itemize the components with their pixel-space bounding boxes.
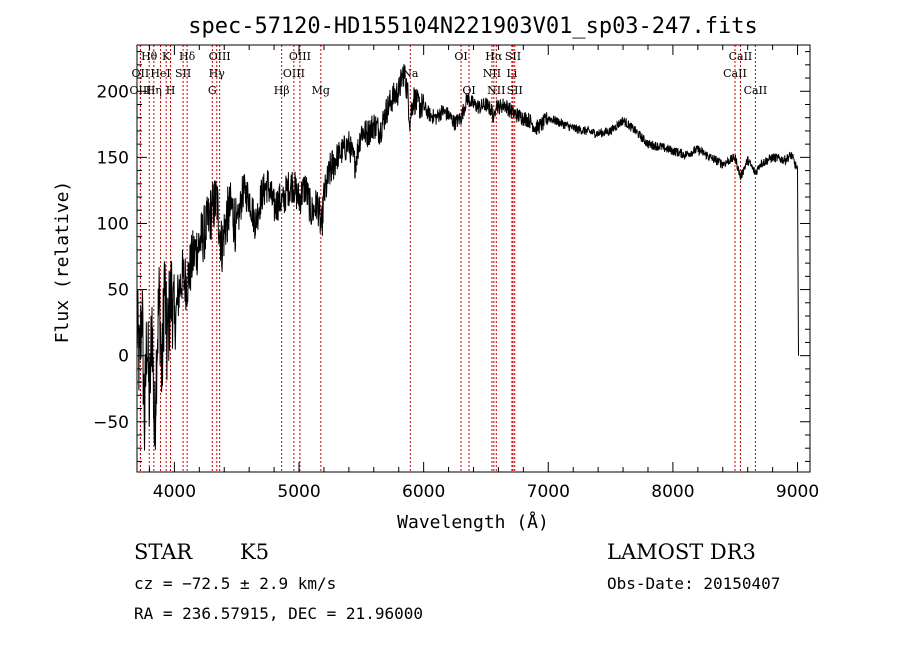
line-label-2: OIII [129,84,151,97]
line-label-3: K [162,50,171,63]
line-label-24: SII [507,84,523,97]
x-tick-label: 9000 [776,482,819,502]
line-label-0: Hθ [141,50,158,63]
line-label-17: OI [454,50,467,63]
line-label-1: OII [132,67,150,80]
coordinates: RA = 236.57915, DEC = 21.96000 [134,604,423,623]
redshift-velocity: cz = −72.5 ± 2.9 km/s [134,574,337,593]
y-tick-label: −50 [93,413,129,433]
line-label-18: OI [462,84,475,97]
line-label-22: Li [506,67,517,80]
y-tick-label: 150 [97,148,129,168]
spectrum-line [137,64,799,451]
line-label-25: CaII [729,50,753,63]
line-label-8: SII [175,67,191,80]
y-tick-label: 50 [107,281,129,301]
line-label-7: Hδ [179,50,196,63]
line-label-19: Hα [485,50,503,63]
line-label-16: Na [402,67,419,80]
plot-frame [136,44,811,473]
line-label-15: Mg [312,84,330,97]
x-tick-label: 6000 [402,482,445,502]
survey-name: LAMOST DR3 [607,540,756,564]
line-label-26: CaII [723,67,747,80]
line-label-27: CaII [744,84,768,97]
line-label-20: SII [505,50,521,63]
line-label-10: Hγ [209,67,226,80]
x-tick-label: 7000 [527,482,570,502]
y-axis-label: Flux (relative) [52,181,73,344]
line-label-9: OIII [209,50,231,63]
y-tick-label: 100 [97,214,129,234]
spectrum-series [137,64,799,451]
y-tick-label: 0 [118,347,129,367]
observation-date: Obs-Date: 20150407 [607,574,781,593]
line-label-12: OIII [289,50,311,63]
line-label-4: HeI [150,67,170,80]
line-label-21: NII [483,67,501,80]
x-tick-label: 4000 [153,482,196,502]
x-tick-label: 5000 [277,482,320,502]
y-tick-label: 200 [97,82,129,102]
x-axis-label: Wavelength (Å) [397,511,549,533]
spectral-line-labels: Hθ OII OIII K HeI Hη H Hδ SII OIII Hγ G OIII OIII Hβ Mg… [129,50,767,97]
spectral-subclass: K5 [240,540,270,564]
object-type: STAR [134,540,193,564]
spectral-line-markers [139,45,756,472]
line-label-23: NII [487,84,505,97]
line-label-5: Hη [146,84,162,97]
line-label-6: H [166,84,176,97]
chart-title: spec-57120-HD155104N221903V01_sp03-247.f… [188,14,758,39]
line-label-13: OIII [283,67,305,80]
line-label-14: Hβ [274,84,290,97]
line-label-11: G [208,84,217,97]
x-tick-label: 8000 [651,482,694,502]
axis-ticks: 4000 5000 6000 7000 8000 9000 −50 0 50 100 150 200 [93,45,819,502]
